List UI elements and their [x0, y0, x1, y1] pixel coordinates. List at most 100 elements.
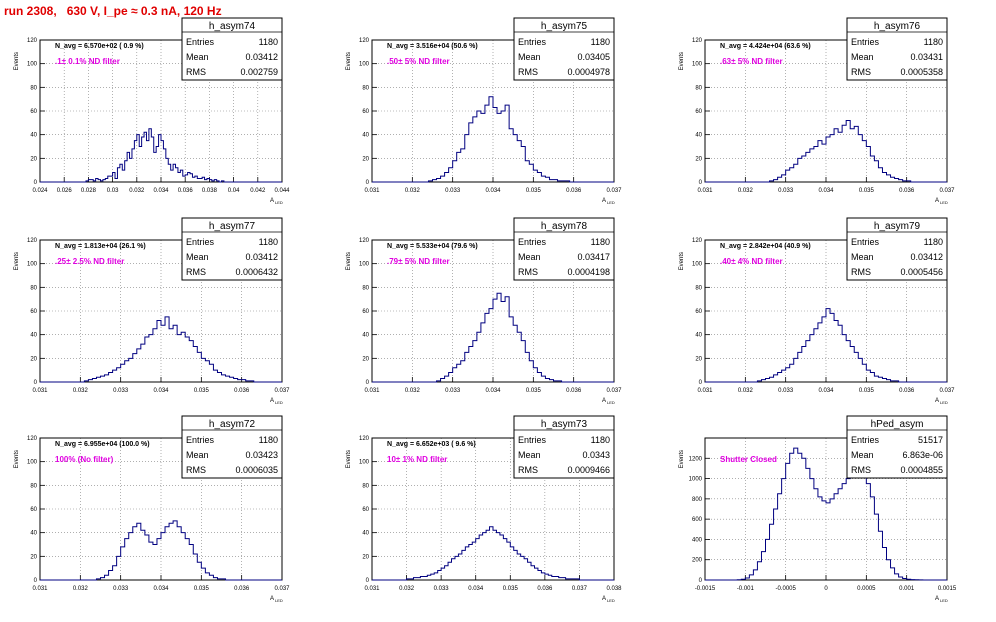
x-tick-label: 0.032 — [129, 188, 145, 194]
y-tick-label: 20 — [362, 554, 369, 560]
x-tick-label: 0.033 — [113, 586, 129, 592]
stats-value-entries: 1180 — [591, 435, 610, 445]
y-tick-label: 40 — [30, 531, 37, 537]
stats-box-frame — [846, 17, 948, 81]
navg-label: N_avg = 6.570e+02 ( 0.9 %) — [55, 43, 144, 50]
histogram-name: h_asym76 — [874, 21, 921, 32]
stats-value-rms: 0.0004978 — [567, 67, 610, 77]
x-tick-label: 0.033 — [434, 586, 450, 592]
x-tick-label: 0.026 — [57, 188, 73, 194]
histogram-panel-h_asym79: 0.031 0.032 0.033 0.034 0.035 0.036 0.037 0 20 40… — [679, 217, 955, 405]
x-axis-title-subscript: LED — [607, 200, 615, 205]
y-tick-label: 20 — [362, 156, 369, 162]
stats-value-mean: 6.863e-06 — [902, 450, 943, 460]
x-tick-label: 0.036 — [899, 188, 915, 194]
x-axis-title: A — [935, 398, 939, 404]
y-axis-title: Events — [14, 252, 20, 270]
y-tick-label: 60 — [30, 109, 37, 115]
histogram-name: h_asym75 — [541, 21, 588, 32]
histogram-line — [705, 447, 947, 581]
filter-note: .25± 2.5% ND filter — [55, 257, 124, 266]
y-tick-label: 60 — [30, 507, 37, 513]
y-tick-label: 60 — [30, 309, 37, 315]
histogram-panel-h_asym77: 0.031 0.032 0.033 0.034 0.035 0.036 0.037 0 20 40… — [14, 217, 290, 405]
y-tick-label: 40 — [695, 333, 702, 339]
y-tick-label: 400 — [692, 537, 703, 543]
y-axis-title: Events — [14, 52, 20, 70]
x-tick-label: 0.024 — [32, 188, 48, 194]
x-tick-label: 0.035 — [194, 586, 210, 592]
stats-label: RMS — [518, 465, 538, 475]
x-tick-label: 0.031 — [697, 388, 713, 394]
x-tick-label: 0.034 — [153, 388, 169, 394]
y-tick-label: 120 — [27, 38, 38, 44]
stats-label: RMS — [851, 465, 871, 475]
x-tick-label: 0.037 — [572, 586, 588, 592]
x-axis-title-subscript: LED — [940, 200, 948, 205]
y-tick-label: 120 — [27, 238, 38, 244]
stats-value-entries: 1180 — [924, 37, 943, 47]
histogram-line — [40, 520, 282, 581]
stats-label: RMS — [851, 267, 871, 277]
y-tick-label: 100 — [692, 62, 703, 68]
y-tick-label: 100 — [27, 62, 38, 68]
y-tick-label: 80 — [362, 85, 369, 91]
y-tick-label: 80 — [30, 85, 37, 91]
stats-value-rms: 0.002759 — [240, 67, 278, 77]
stats-box: h_asym72 Entries 1180 Mean 0.03423 RMS 0.00060… — [181, 415, 283, 479]
y-tick-label: 0 — [34, 180, 38, 186]
stats-label: Entries — [518, 37, 547, 47]
stats-box-frame — [513, 17, 615, 81]
y-tick-label: 40 — [362, 531, 369, 537]
histogram-line — [705, 119, 947, 183]
histogram-panel-hPed_asym: -0.0015 -0.001 -0.0005 0 0.0005 0.001 0.0015 0 2… — [679, 415, 957, 603]
y-tick-label: 20 — [30, 156, 37, 162]
histogram-name: h_asym72 — [209, 419, 256, 430]
x-tick-label: 0.036 — [566, 388, 582, 394]
y-tick-label: 100 — [359, 460, 370, 466]
x-axis-title: A — [935, 198, 939, 204]
x-axis-title-subscript: LED — [275, 400, 283, 405]
histogram-panel-h_asym75: 0.031 0.032 0.033 0.034 0.035 0.036 0.037 0 20 40… — [346, 17, 622, 205]
y-tick-label: 40 — [362, 333, 369, 339]
x-axis-title-subscript: LED — [607, 598, 615, 603]
stats-box: h_asym73 Entries 1180 Mean 0.0343 RMS 0.000946… — [513, 415, 615, 479]
y-tick-label: 60 — [362, 109, 369, 115]
stats-label: Mean — [186, 450, 209, 460]
stats-box: h_asym77 Entries 1180 Mean 0.03412 RMS 0.00064… — [181, 217, 283, 281]
y-tick-label: 40 — [30, 133, 37, 139]
x-tick-label: 0.034 — [485, 388, 501, 394]
navg-label: N_avg = 1.813e+04 (26.1 %) — [55, 243, 146, 250]
y-axis-title: Events — [14, 450, 20, 468]
x-axis-title: A — [935, 596, 939, 602]
stats-label: Entries — [518, 237, 547, 247]
histogram-line — [705, 308, 947, 383]
stats-box-frame — [181, 415, 283, 479]
y-tick-label: 100 — [27, 262, 38, 268]
histogram-line — [372, 526, 614, 581]
stats-label: RMS — [518, 67, 538, 77]
filter-note: .50± 5% ND filter — [387, 57, 450, 66]
stats-value-mean: 0.03412 — [245, 52, 278, 62]
x-tick-label: 0.036 — [566, 188, 582, 194]
stats-value-mean: 0.03412 — [910, 252, 943, 262]
stats-value-rms: 0.0009466 — [567, 465, 610, 475]
x-tick-label: 0.037 — [274, 586, 290, 592]
y-tick-label: 80 — [695, 85, 702, 91]
histogram-name: h_asym74 — [209, 21, 256, 32]
x-tick-label: 0.028 — [81, 188, 97, 194]
stats-box-frame — [513, 415, 615, 479]
histogram-panel-h_asym78: 0.031 0.032 0.033 0.034 0.035 0.036 0.037 0 20 40… — [346, 217, 622, 405]
x-tick-label: 0.0015 — [938, 586, 957, 592]
navg-label: N_avg = 2.842e+04 (40.9 %) — [720, 243, 811, 250]
x-axis-title: A — [602, 596, 606, 602]
x-tick-label: 0.036 — [537, 586, 553, 592]
filter-note: .79± 5% ND filter — [387, 257, 450, 266]
stats-value-mean: 0.03405 — [577, 52, 610, 62]
stats-box: hPed_asym Entries 51517 Mean 6.863e-06 RMS 0.0… — [846, 415, 948, 479]
stats-box: h_asym76 Entries 1180 Mean 0.03431 RMS 0.00053… — [846, 17, 948, 81]
y-axis-title: Events — [679, 252, 685, 270]
x-tick-label: 0.0005 — [857, 586, 876, 592]
stats-label: Entries — [518, 435, 547, 445]
x-tick-label: 0.044 — [274, 188, 290, 194]
